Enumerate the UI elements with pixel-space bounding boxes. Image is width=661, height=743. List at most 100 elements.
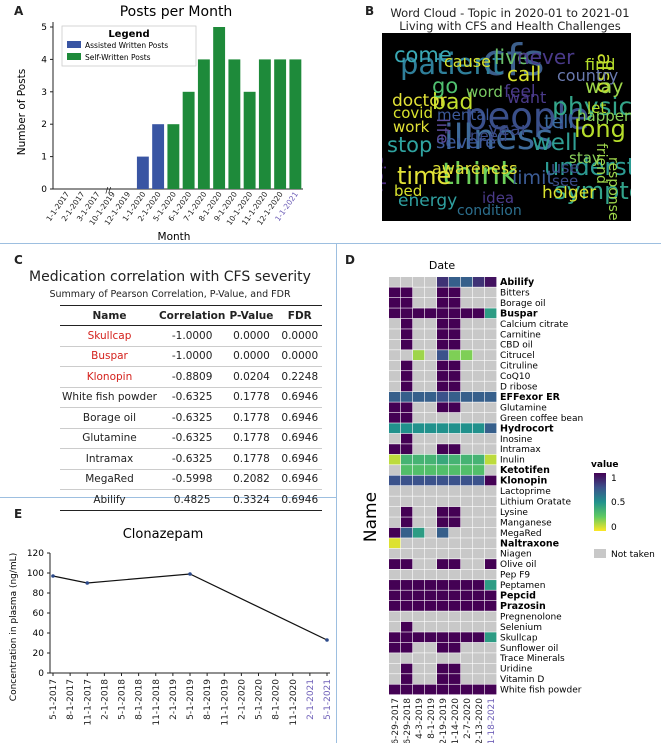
heatmap-cell bbox=[425, 329, 437, 340]
cell-name: Intramax bbox=[60, 448, 159, 470]
heatmap-cell bbox=[485, 632, 497, 643]
col-header-fdr: FDR bbox=[277, 305, 322, 326]
table-row: Borage oil -0.6325 0.1778 0.6946 bbox=[60, 407, 322, 429]
heatmap-cell bbox=[437, 371, 449, 381]
heatmap-cell bbox=[401, 653, 413, 664]
word-sick: sick bbox=[382, 155, 389, 192]
heatmap-cell bbox=[485, 663, 497, 674]
heatmap-cell bbox=[389, 475, 401, 486]
cell-pvalue: 0.2082 bbox=[225, 469, 278, 490]
heatmap-cell bbox=[389, 632, 401, 643]
heatmap-cell bbox=[485, 538, 497, 549]
heatmap-cell bbox=[413, 506, 425, 517]
heatmap-cell bbox=[437, 684, 449, 695]
heatmap-cell bbox=[461, 444, 473, 455]
heatmap-row-label: Glutamine bbox=[500, 403, 547, 413]
heatmap-cell bbox=[473, 569, 485, 580]
col-header-pvalue: P-Value bbox=[225, 305, 278, 326]
heatmap-cell bbox=[461, 433, 473, 444]
heatmap-cell bbox=[461, 318, 473, 329]
heatmap-cell bbox=[401, 475, 413, 486]
cell-correlation: -0.6325 bbox=[158, 387, 226, 408]
word-time: time bbox=[397, 162, 452, 191]
heatmap-cell bbox=[449, 318, 461, 329]
axis-break-mark: // bbox=[106, 186, 112, 195]
heatmap-cell bbox=[413, 444, 425, 455]
heatmap-cell bbox=[389, 674, 401, 684]
bar-self bbox=[258, 59, 271, 190]
chart-e-xtick-label: 5-1-2018 bbox=[118, 679, 128, 720]
word-energy: energy bbox=[398, 190, 458, 211]
heatmap-cell bbox=[401, 600, 413, 611]
heatmap-cell bbox=[473, 308, 485, 319]
heatmap-cell bbox=[461, 548, 473, 559]
heatmap-cell bbox=[437, 391, 449, 402]
word-mental: mental bbox=[437, 106, 490, 125]
legend-label-assisted: Assisted Written Posts bbox=[85, 41, 168, 50]
wordcloud-title: Word Cloud - Topic in 2020-01 to 2021-01 bbox=[390, 6, 630, 20]
heatmap-cell bbox=[389, 611, 401, 622]
heatmap-cell bbox=[413, 632, 425, 643]
cell-name: Abilify bbox=[60, 489, 159, 511]
cell-pvalue: 0.1778 bbox=[225, 428, 278, 449]
heatmap-cell bbox=[473, 590, 485, 601]
chart-e-ytick-label: 60 bbox=[33, 609, 45, 619]
clonazepam-point bbox=[325, 638, 329, 642]
heatmap-cell bbox=[413, 454, 425, 465]
heatmap-cell bbox=[437, 350, 449, 360]
heatmap-cell bbox=[389, 433, 401, 444]
word-come: come bbox=[394, 42, 452, 67]
heatmap-cell bbox=[461, 350, 473, 360]
heatmap-cell bbox=[473, 580, 485, 590]
heatmap-cell bbox=[401, 433, 413, 444]
heatmap-cell bbox=[389, 360, 401, 371]
heatmap-cell bbox=[389, 653, 401, 664]
heatmap-cell bbox=[389, 527, 401, 538]
heatmap-row-label: Peptamen bbox=[500, 581, 545, 591]
heatmap-cell bbox=[413, 433, 425, 444]
heatmap-cell bbox=[437, 611, 449, 622]
heatmap-cell bbox=[425, 391, 437, 402]
heatmap-cell bbox=[425, 297, 437, 308]
heatmap-cell bbox=[449, 277, 461, 287]
heatmap-cell bbox=[437, 297, 449, 308]
heatmap-row-label: Inosine bbox=[500, 435, 533, 445]
heatmap-cell bbox=[461, 486, 473, 496]
heatmap-row-label: Borage oil bbox=[500, 299, 546, 309]
heatmap-date-label: 6-29-2018 bbox=[403, 698, 413, 743]
cell-name: Glutamine bbox=[60, 428, 159, 449]
heatmap-cell bbox=[449, 632, 461, 643]
heatmap-cell bbox=[473, 600, 485, 611]
chart-e-xtick-label: 11-1-2019 bbox=[220, 679, 230, 726]
word-see: see bbox=[552, 172, 579, 191]
heatmap-cell bbox=[461, 642, 473, 653]
cell-pvalue: 0.1778 bbox=[225, 407, 278, 429]
heatmap-cell bbox=[473, 454, 485, 465]
chart-e-xtick-label: 2-1-2021 bbox=[306, 679, 316, 720]
heatmap-date-label: 1-14-2020 bbox=[451, 698, 461, 743]
heatmap-cell bbox=[401, 350, 413, 360]
bar-self bbox=[274, 59, 287, 190]
heatmap-cell bbox=[473, 360, 485, 371]
heatmap-cell bbox=[437, 454, 449, 465]
heatmap-cell bbox=[485, 465, 497, 475]
chart-e-ytick-label: 100 bbox=[27, 569, 44, 579]
heatmap-cell bbox=[473, 674, 485, 684]
heatmap-cell bbox=[473, 621, 485, 632]
cell-correlation: -0.6325 bbox=[158, 407, 226, 429]
legend-swatch-self bbox=[67, 53, 81, 60]
heatmap-cell bbox=[485, 423, 497, 434]
heatmap-cell bbox=[425, 674, 437, 684]
table-title: Medication correlation with CFS severity bbox=[29, 269, 311, 285]
heatmap-cell bbox=[413, 423, 425, 434]
heatmap-cell bbox=[485, 506, 497, 517]
chart-e-xtick-label: 5-1-2021 bbox=[323, 679, 333, 720]
heatmap-cell bbox=[461, 360, 473, 371]
heatmap-row-label: EFFexor ER bbox=[500, 392, 561, 403]
heatmap-cell bbox=[461, 600, 473, 611]
panel-label-c: C bbox=[14, 253, 23, 267]
heatmap-cell bbox=[461, 475, 473, 486]
heatmap-cell bbox=[425, 444, 437, 455]
heatmap-ylabel: Name bbox=[361, 492, 381, 542]
